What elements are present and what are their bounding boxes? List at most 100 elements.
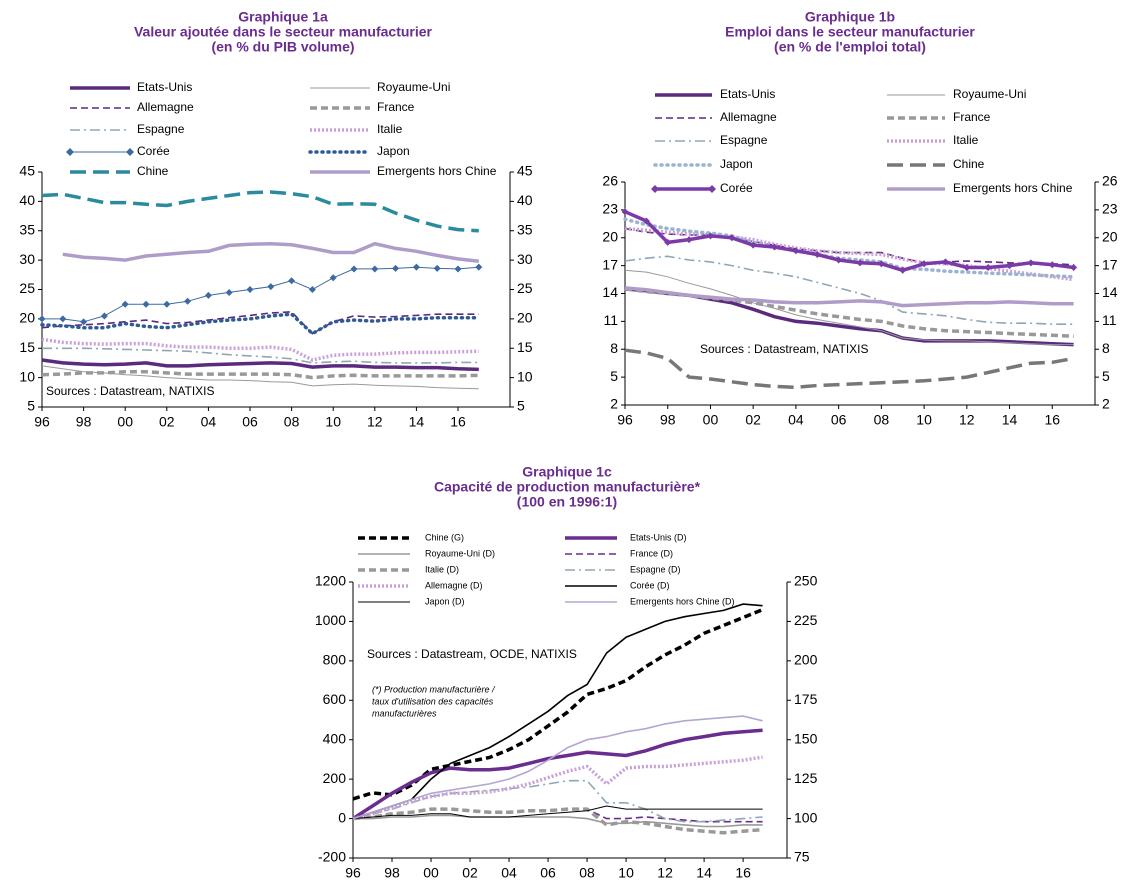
series-marker bbox=[749, 241, 757, 249]
series-marker bbox=[225, 288, 233, 296]
y2-tick-label: 100 bbox=[794, 809, 818, 825]
series-line bbox=[352, 805, 763, 820]
legend-label: Royaume-Uni (D) bbox=[425, 548, 495, 558]
y2-tick-label: 26 bbox=[1102, 173, 1118, 189]
y2-tick-label: 150 bbox=[794, 730, 818, 746]
x-tick-label: 00 bbox=[423, 865, 439, 881]
y-tick-label: 25 bbox=[19, 280, 35, 296]
x-tick-label: 06 bbox=[242, 414, 258, 430]
series-marker bbox=[963, 263, 971, 271]
series-marker bbox=[621, 208, 629, 216]
series-line bbox=[352, 728, 763, 821]
y-tick-label: 17 bbox=[602, 256, 618, 272]
footnote: (*) Production manufacturière / bbox=[372, 684, 496, 694]
series-marker bbox=[664, 238, 672, 246]
series-marker bbox=[59, 315, 67, 323]
y-tick-label: 10 bbox=[19, 368, 35, 384]
y-tick-label: 11 bbox=[603, 312, 618, 328]
annotation: Sources : Datastream, OCDE, NATIXIS bbox=[367, 647, 577, 661]
y-tick-label: 1000 bbox=[315, 612, 346, 628]
y2-tick-label: 250 bbox=[794, 573, 818, 589]
y2-tick-label: 200 bbox=[794, 652, 818, 668]
legend-label: Corée bbox=[720, 181, 753, 195]
chart-title: Graphique 1a bbox=[238, 9, 328, 25]
series-line bbox=[624, 255, 1074, 325]
y-tick-label: 20 bbox=[602, 228, 618, 244]
chart-subtitle: (en % du PIB volume) bbox=[211, 39, 354, 55]
y2-tick-label: 15 bbox=[517, 339, 533, 355]
series-line bbox=[41, 358, 479, 372]
series-marker bbox=[1006, 262, 1014, 270]
y-tick-label: 15 bbox=[19, 339, 35, 355]
y-tick-label: 8 bbox=[610, 340, 618, 356]
legend-label: Chine bbox=[953, 157, 985, 171]
x-tick-label: 98 bbox=[660, 412, 676, 428]
x-tick-label: 06 bbox=[540, 865, 556, 881]
x-tick-label: 12 bbox=[367, 414, 383, 430]
y-tick-label: 0 bbox=[338, 809, 346, 825]
series-marker bbox=[899, 266, 907, 274]
series-marker bbox=[246, 286, 254, 293]
series-marker bbox=[80, 318, 88, 326]
x-tick-label: 06 bbox=[831, 412, 847, 428]
x-tick-label: 96 bbox=[34, 414, 50, 430]
series-line bbox=[353, 814, 763, 828]
y2-tick-label: 20 bbox=[517, 310, 533, 326]
x-tick-label: 10 bbox=[618, 865, 634, 881]
x-tick-label: 02 bbox=[745, 412, 761, 428]
y2-tick-label: 8 bbox=[1102, 340, 1110, 356]
legend-label: Corée bbox=[137, 144, 170, 158]
series-line bbox=[41, 310, 479, 335]
y2-tick-label: 5 bbox=[1102, 368, 1110, 384]
x-tick-label: 04 bbox=[788, 412, 804, 428]
series-marker bbox=[813, 250, 821, 258]
y-tick-label: 2 bbox=[610, 396, 618, 412]
y-tick-label: 40 bbox=[19, 192, 35, 208]
series-line bbox=[624, 287, 1074, 338]
series-line bbox=[624, 286, 1074, 308]
y-tick-label: 1200 bbox=[315, 573, 346, 589]
y2-tick-label: 30 bbox=[517, 251, 533, 267]
y-tick-label: 800 bbox=[323, 652, 347, 668]
x-tick-label: 08 bbox=[579, 865, 595, 881]
series-marker bbox=[984, 263, 992, 271]
chart-title: Graphique 1c bbox=[522, 464, 612, 480]
x-tick-label: 08 bbox=[284, 414, 300, 430]
x-tick-label: 08 bbox=[874, 412, 890, 428]
series-marker bbox=[771, 243, 779, 251]
x-tick-label: 04 bbox=[201, 414, 217, 430]
series-line bbox=[41, 190, 479, 233]
series-marker bbox=[920, 260, 928, 268]
chart-subtitle: (en % de l'emploi total) bbox=[774, 39, 926, 55]
x-tick-label: 16 bbox=[1044, 412, 1060, 428]
legend-label: Japon bbox=[377, 144, 410, 158]
legend-label: Emergents hors Chine (D) bbox=[630, 596, 735, 606]
x-tick-label: 10 bbox=[916, 412, 932, 428]
annotation: Sources : Datastream, NATIXIS bbox=[46, 384, 215, 398]
legend-label: Emergents hors Chine bbox=[953, 181, 1073, 195]
series-line bbox=[352, 607, 764, 801]
legend-label: Italie (D) bbox=[425, 564, 459, 574]
series-marker bbox=[642, 217, 650, 225]
legend-label: Etats-Unis (D) bbox=[630, 532, 687, 542]
x-tick-label: 14 bbox=[409, 414, 425, 430]
series-marker bbox=[475, 263, 483, 271]
series-marker bbox=[371, 265, 379, 273]
x-tick-label: 14 bbox=[1002, 412, 1018, 428]
legend-label: Espagne bbox=[137, 122, 185, 136]
series-line bbox=[352, 779, 763, 823]
annotation: Sources : Datastream, NATIXIS bbox=[700, 342, 869, 356]
y2-tick-label: 11 bbox=[1102, 312, 1117, 328]
series-line bbox=[352, 807, 763, 835]
y-tick-label: 14 bbox=[602, 284, 618, 300]
y-tick-label: 200 bbox=[323, 770, 347, 786]
y-tick-label: -200 bbox=[318, 849, 346, 865]
legend-label: Corée (D) bbox=[630, 580, 670, 590]
y2-tick-label: 40 bbox=[517, 192, 533, 208]
legend-marker bbox=[66, 148, 74, 156]
series-marker bbox=[329, 274, 337, 282]
y2-tick-label: 225 bbox=[794, 612, 818, 628]
y2-tick-label: 2 bbox=[1102, 396, 1110, 412]
x-tick-label: 00 bbox=[703, 412, 719, 428]
legend-label: Chine bbox=[137, 164, 169, 178]
